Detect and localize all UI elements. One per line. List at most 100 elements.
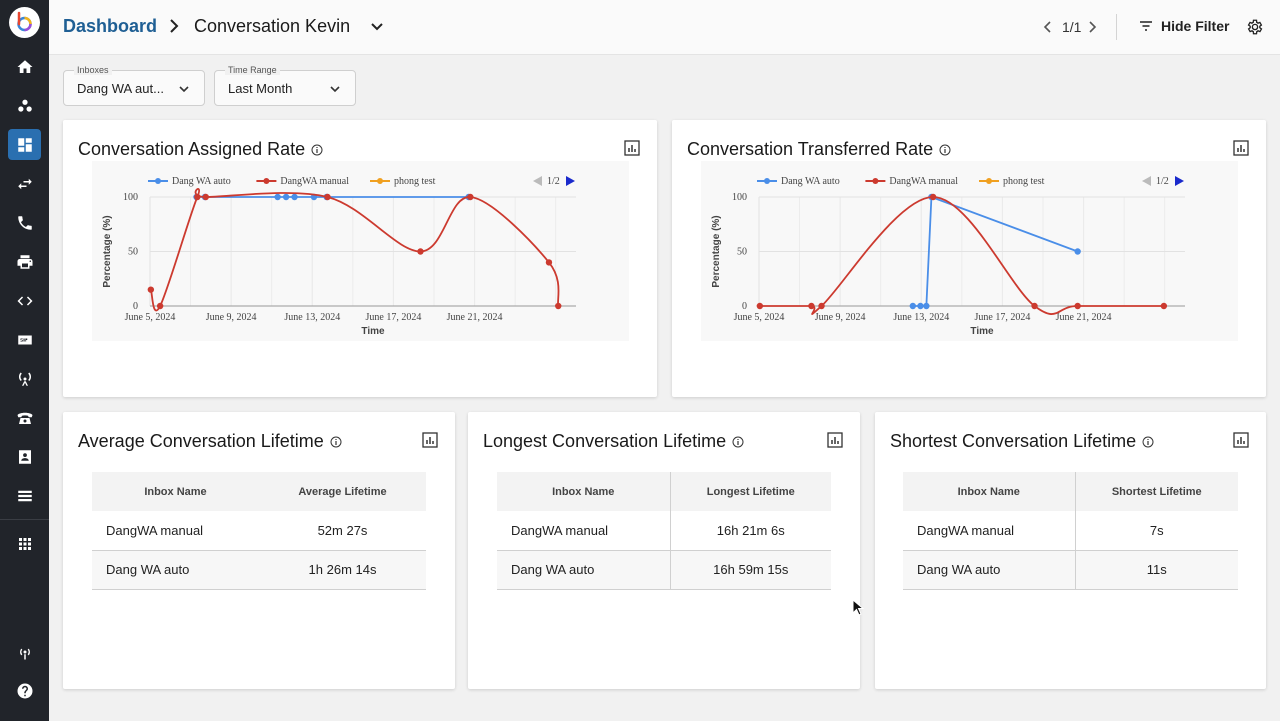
list-icon[interactable]: [8, 480, 41, 511]
inbox-name-cell: Dang WA auto: [92, 550, 259, 590]
y-axis-label: Percentage (%): [102, 215, 113, 287]
column-header[interactable]: Inbox Name: [903, 472, 1075, 511]
time-range-filter-label: Time Range: [225, 65, 280, 75]
x-tick-label: June 13, 2024: [893, 312, 949, 323]
y-tick-label: 50: [128, 247, 138, 258]
card-title: Longest Conversation Lifetime: [483, 431, 744, 452]
x-tick-label: June 17, 2024: [975, 312, 1031, 323]
legend-prev-icon: [1142, 176, 1151, 186]
contacts-icon[interactable]: [8, 90, 41, 121]
table-row: Dang WA auto 11s: [903, 550, 1238, 590]
inboxes-filter[interactable]: Inboxes Dang WA aut...: [63, 65, 205, 106]
x-tick-label: June 21, 2024: [1056, 312, 1112, 323]
hide-filter-button[interactable]: Hide Filter: [1139, 18, 1229, 34]
legend-prev-icon: [533, 176, 542, 186]
info-icon[interactable]: [732, 436, 744, 448]
series-line: [149, 188, 560, 312]
bar-chart-icon[interactable]: [1233, 432, 1249, 448]
apps-grid-icon[interactable]: [8, 528, 41, 559]
y-tick-label: 0: [742, 301, 747, 312]
phone-icon[interactable]: [8, 207, 41, 238]
info-icon[interactable]: [330, 436, 342, 448]
info-icon[interactable]: [311, 144, 323, 156]
pager-indicator: 1/1: [1062, 19, 1082, 35]
column-header[interactable]: Longest Lifetime: [669, 472, 831, 511]
data-point: [756, 302, 764, 310]
longest-lifetime-title: Longest Conversation Lifetime: [483, 431, 727, 451]
printer-icon[interactable]: [8, 246, 41, 277]
column-header[interactable]: Average Lifetime: [259, 472, 426, 511]
data-point: [545, 259, 553, 266]
bar-chart-icon[interactable]: [422, 432, 438, 448]
data-point: [417, 248, 424, 255]
dashboard-icon[interactable]: [8, 129, 41, 160]
bar-chart-icon[interactable]: [827, 432, 843, 448]
transfer-icon[interactable]: [8, 168, 41, 199]
transferred-rate-chart: 0 50 100 June 5, 2024 June 9, 2024 June 13, 2…: [701, 161, 1238, 341]
line-chart: 0 50 100 June 5, 2024 June 9, 2024 June 13, 2…: [102, 176, 576, 337]
table-row: Dang WA auto 16h 59m 15s: [497, 550, 831, 590]
code-icon[interactable]: [8, 285, 41, 316]
legend-swatch-dot: [986, 178, 992, 184]
x-tick-label: June 5, 2024: [125, 312, 176, 323]
breadcrumb-current: Conversation Kevin: [194, 16, 351, 36]
x-tick-label: June 9, 2024: [815, 312, 866, 323]
x-tick-label: June 13, 2024: [284, 312, 340, 323]
table-row: DangWA manual 16h 21m 6s: [497, 511, 831, 551]
lifetime-cell: 52m 27s: [259, 511, 426, 551]
lifetime-cell: 16h 21m 6s: [669, 511, 831, 551]
pager-prev-icon[interactable]: [1041, 19, 1055, 35]
line-chart: 0 50 100 June 5, 2024 June 9, 2024 June 13, 2…: [711, 176, 1185, 337]
pager-next-icon[interactable]: [1085, 19, 1099, 35]
help-icon[interactable]: [8, 675, 41, 706]
transferred-rate-card: Conversation Transferred Rate 0 50 100 June…: [672, 120, 1266, 397]
legend-entry: phong test: [394, 176, 436, 187]
lifetime-cell: 1h 26m 14s: [259, 550, 426, 590]
inbox-name-cell: Dang WA auto: [903, 550, 1075, 590]
column-header[interactable]: Inbox Name: [92, 472, 259, 511]
column-header[interactable]: Inbox Name: [497, 472, 670, 511]
app-logo[interactable]: [9, 7, 40, 38]
antenna-icon[interactable]: [8, 363, 41, 394]
data-point: [929, 193, 937, 201]
inbox-name-cell: Dang WA auto: [497, 550, 670, 590]
filter-icon: [1140, 21, 1152, 31]
table-header-row: Inbox Name Average Lifetime: [92, 472, 426, 511]
data-point: [324, 193, 331, 201]
chevron-down-icon[interactable]: [369, 19, 385, 35]
assigned-rate-title: Conversation Assigned Rate: [78, 139, 306, 159]
breadcrumb-dashboard[interactable]: Dashboard: [63, 16, 158, 36]
info-icon[interactable]: [939, 144, 951, 156]
home-icon[interactable]: [8, 51, 41, 82]
chevron-down-icon: [330, 86, 340, 93]
y-tick-label: 100: [732, 192, 747, 203]
time-range-filter[interactable]: Time Range Last Month: [214, 65, 356, 106]
telephone-icon[interactable]: [8, 402, 41, 433]
table-row: DangWA manual 52m 27s: [92, 511, 426, 551]
sidebar: [0, 0, 49, 721]
legend-entry: DangWA manual: [889, 176, 958, 187]
broadcast-icon[interactable]: [8, 636, 41, 667]
column-header[interactable]: Shortest Lifetime: [1074, 472, 1238, 511]
assigned-rate-card: Conversation Assigned Rate 0 50 100 June 5,…: [63, 120, 657, 397]
data-point: [202, 193, 209, 201]
bar-chart-icon[interactable]: [624, 140, 640, 156]
legend-entry: phong test: [1003, 176, 1045, 187]
legend-entry: Dang WA auto: [172, 176, 231, 187]
data-point: [467, 193, 474, 201]
data-point: [818, 302, 825, 310]
data-point: [909, 302, 917, 310]
inboxes-filter-label: Inboxes: [74, 65, 112, 75]
data-point: [1031, 302, 1038, 310]
agent-card-icon[interactable]: [8, 441, 41, 472]
x-axis-label: Time: [970, 326, 994, 337]
gear-icon[interactable]: [1246, 18, 1264, 36]
x-tick-label: June 5, 2024: [734, 312, 785, 323]
legend-swatch-dot: [377, 178, 383, 184]
sip-icon[interactable]: [8, 324, 41, 355]
y-tick-label: 100: [123, 192, 138, 203]
table-row: DangWA manual 7s: [903, 511, 1238, 551]
info-icon[interactable]: [1142, 436, 1154, 448]
legend-page: 1/2: [547, 176, 560, 187]
bar-chart-icon[interactable]: [1233, 140, 1249, 156]
